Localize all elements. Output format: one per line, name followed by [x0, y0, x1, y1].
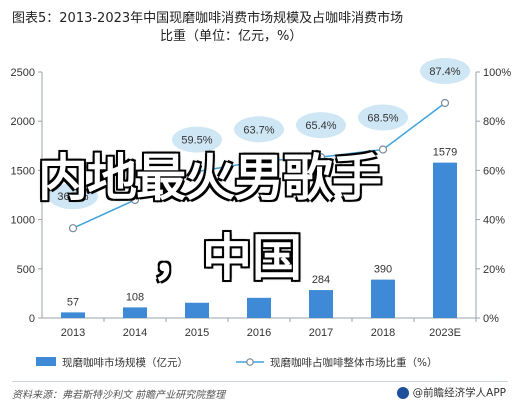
share-label-bubble — [234, 116, 284, 143]
bar — [61, 312, 85, 318]
right-tick-label: 20% — [483, 264, 505, 276]
share-point — [316, 153, 326, 162]
brand-credit: @前瞻经济学人APP — [396, 385, 506, 400]
share-point — [378, 145, 388, 154]
x-tick-label: 2018 — [371, 327, 395, 339]
share-value-label: 36.5% — [57, 191, 88, 203]
x-tick-label: 2015 — [185, 327, 209, 339]
source-note: 资料来源：弗若斯特沙利文 前瞻产业研究院整理 — [12, 390, 226, 401]
x-tick-label: 2017 — [309, 327, 333, 339]
share-value-label: 87.4% — [429, 66, 460, 78]
x-tick-label: 2013 — [61, 327, 85, 339]
bar-value-label: 108 — [126, 291, 144, 303]
share-value-label: 63.7% — [243, 124, 274, 136]
brand-logo-icon — [396, 386, 409, 399]
bar — [309, 290, 333, 318]
share-point — [440, 98, 450, 108]
bar — [371, 279, 395, 318]
share-label-bubble — [296, 112, 346, 139]
right-tick-label: 0% — [483, 313, 499, 325]
share-value-label: 68.5% — [367, 112, 398, 124]
combo-chart: 0 500 1000 1500 2000 2500 0% 20% 40% 60% 80% 100% 57… — [11, 57, 511, 369]
chart-title: 图表5：2013-2023年中国现磨咖啡消费市场规模及占咖啡消费市场 比重（单位… — [12, 10, 508, 46]
share-point — [130, 195, 140, 205]
bar-value-label: 390 — [374, 264, 392, 276]
bar — [185, 302, 209, 318]
chart-title-line1: 图表5：2013-2023年中国现磨咖啡消费市场规模及占咖啡消费市场 — [12, 11, 404, 26]
legend-swatch-bar — [36, 357, 56, 366]
bar — [433, 162, 457, 318]
left-tick-label: 500 — [17, 264, 35, 276]
share-value-label: 59.5% — [181, 135, 212, 147]
left-tick-label: 0 — [29, 313, 35, 325]
share-label-bubble — [420, 57, 470, 84]
chart-title-line2: 比重（单位：亿元，%） — [160, 29, 303, 44]
bar — [123, 307, 147, 318]
right-tick-label: 80% — [483, 116, 505, 128]
bar — [247, 297, 271, 318]
legend-label-bar: 现磨咖啡市场规模（亿元） — [62, 356, 188, 369]
legend-label-line: 现磨咖啡占咖啡整体市场比重（%） — [270, 356, 437, 369]
right-tick-label: 100% — [483, 67, 511, 79]
share-point — [192, 167, 202, 176]
bar-value-label: 284 — [312, 274, 330, 286]
share-label-bubble — [358, 104, 408, 131]
left-tick-label: 1500 — [11, 165, 35, 177]
x-tick-label: 2023E — [429, 327, 461, 339]
left-tick-label: 2000 — [11, 116, 35, 128]
brand-text: @前瞻经济学人APP — [412, 387, 506, 399]
right-tick-label: 40% — [483, 215, 505, 227]
x-tick-label: 2014 — [123, 327, 147, 339]
bar-value-label: 57 — [67, 296, 79, 308]
left-tick-label: 1000 — [11, 215, 35, 227]
share-point — [68, 224, 78, 233]
share-value-label: 65.4% — [305, 120, 336, 132]
share-point — [254, 157, 264, 166]
right-tick-label: 60% — [483, 165, 505, 177]
legend-swatch-point — [246, 358, 254, 366]
x-tick-label: 2016 — [247, 327, 271, 339]
left-tick-label: 2500 — [11, 67, 35, 79]
share-label-bubble — [172, 126, 222, 153]
share-label-bubble — [48, 183, 98, 210]
footer-divider — [12, 381, 508, 382]
bar-value-label: 1579 — [433, 147, 457, 159]
